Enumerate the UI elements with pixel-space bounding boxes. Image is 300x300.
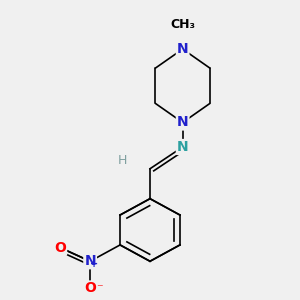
Text: O: O — [54, 241, 66, 255]
Text: ⁻: ⁻ — [96, 282, 103, 295]
Text: N: N — [177, 140, 188, 154]
Text: +: + — [90, 259, 98, 269]
Text: N: N — [84, 254, 96, 268]
Text: N: N — [177, 116, 188, 130]
Text: N: N — [177, 42, 188, 56]
Text: CH₃: CH₃ — [170, 18, 195, 31]
Text: H: H — [118, 154, 128, 167]
Text: O: O — [84, 281, 96, 296]
